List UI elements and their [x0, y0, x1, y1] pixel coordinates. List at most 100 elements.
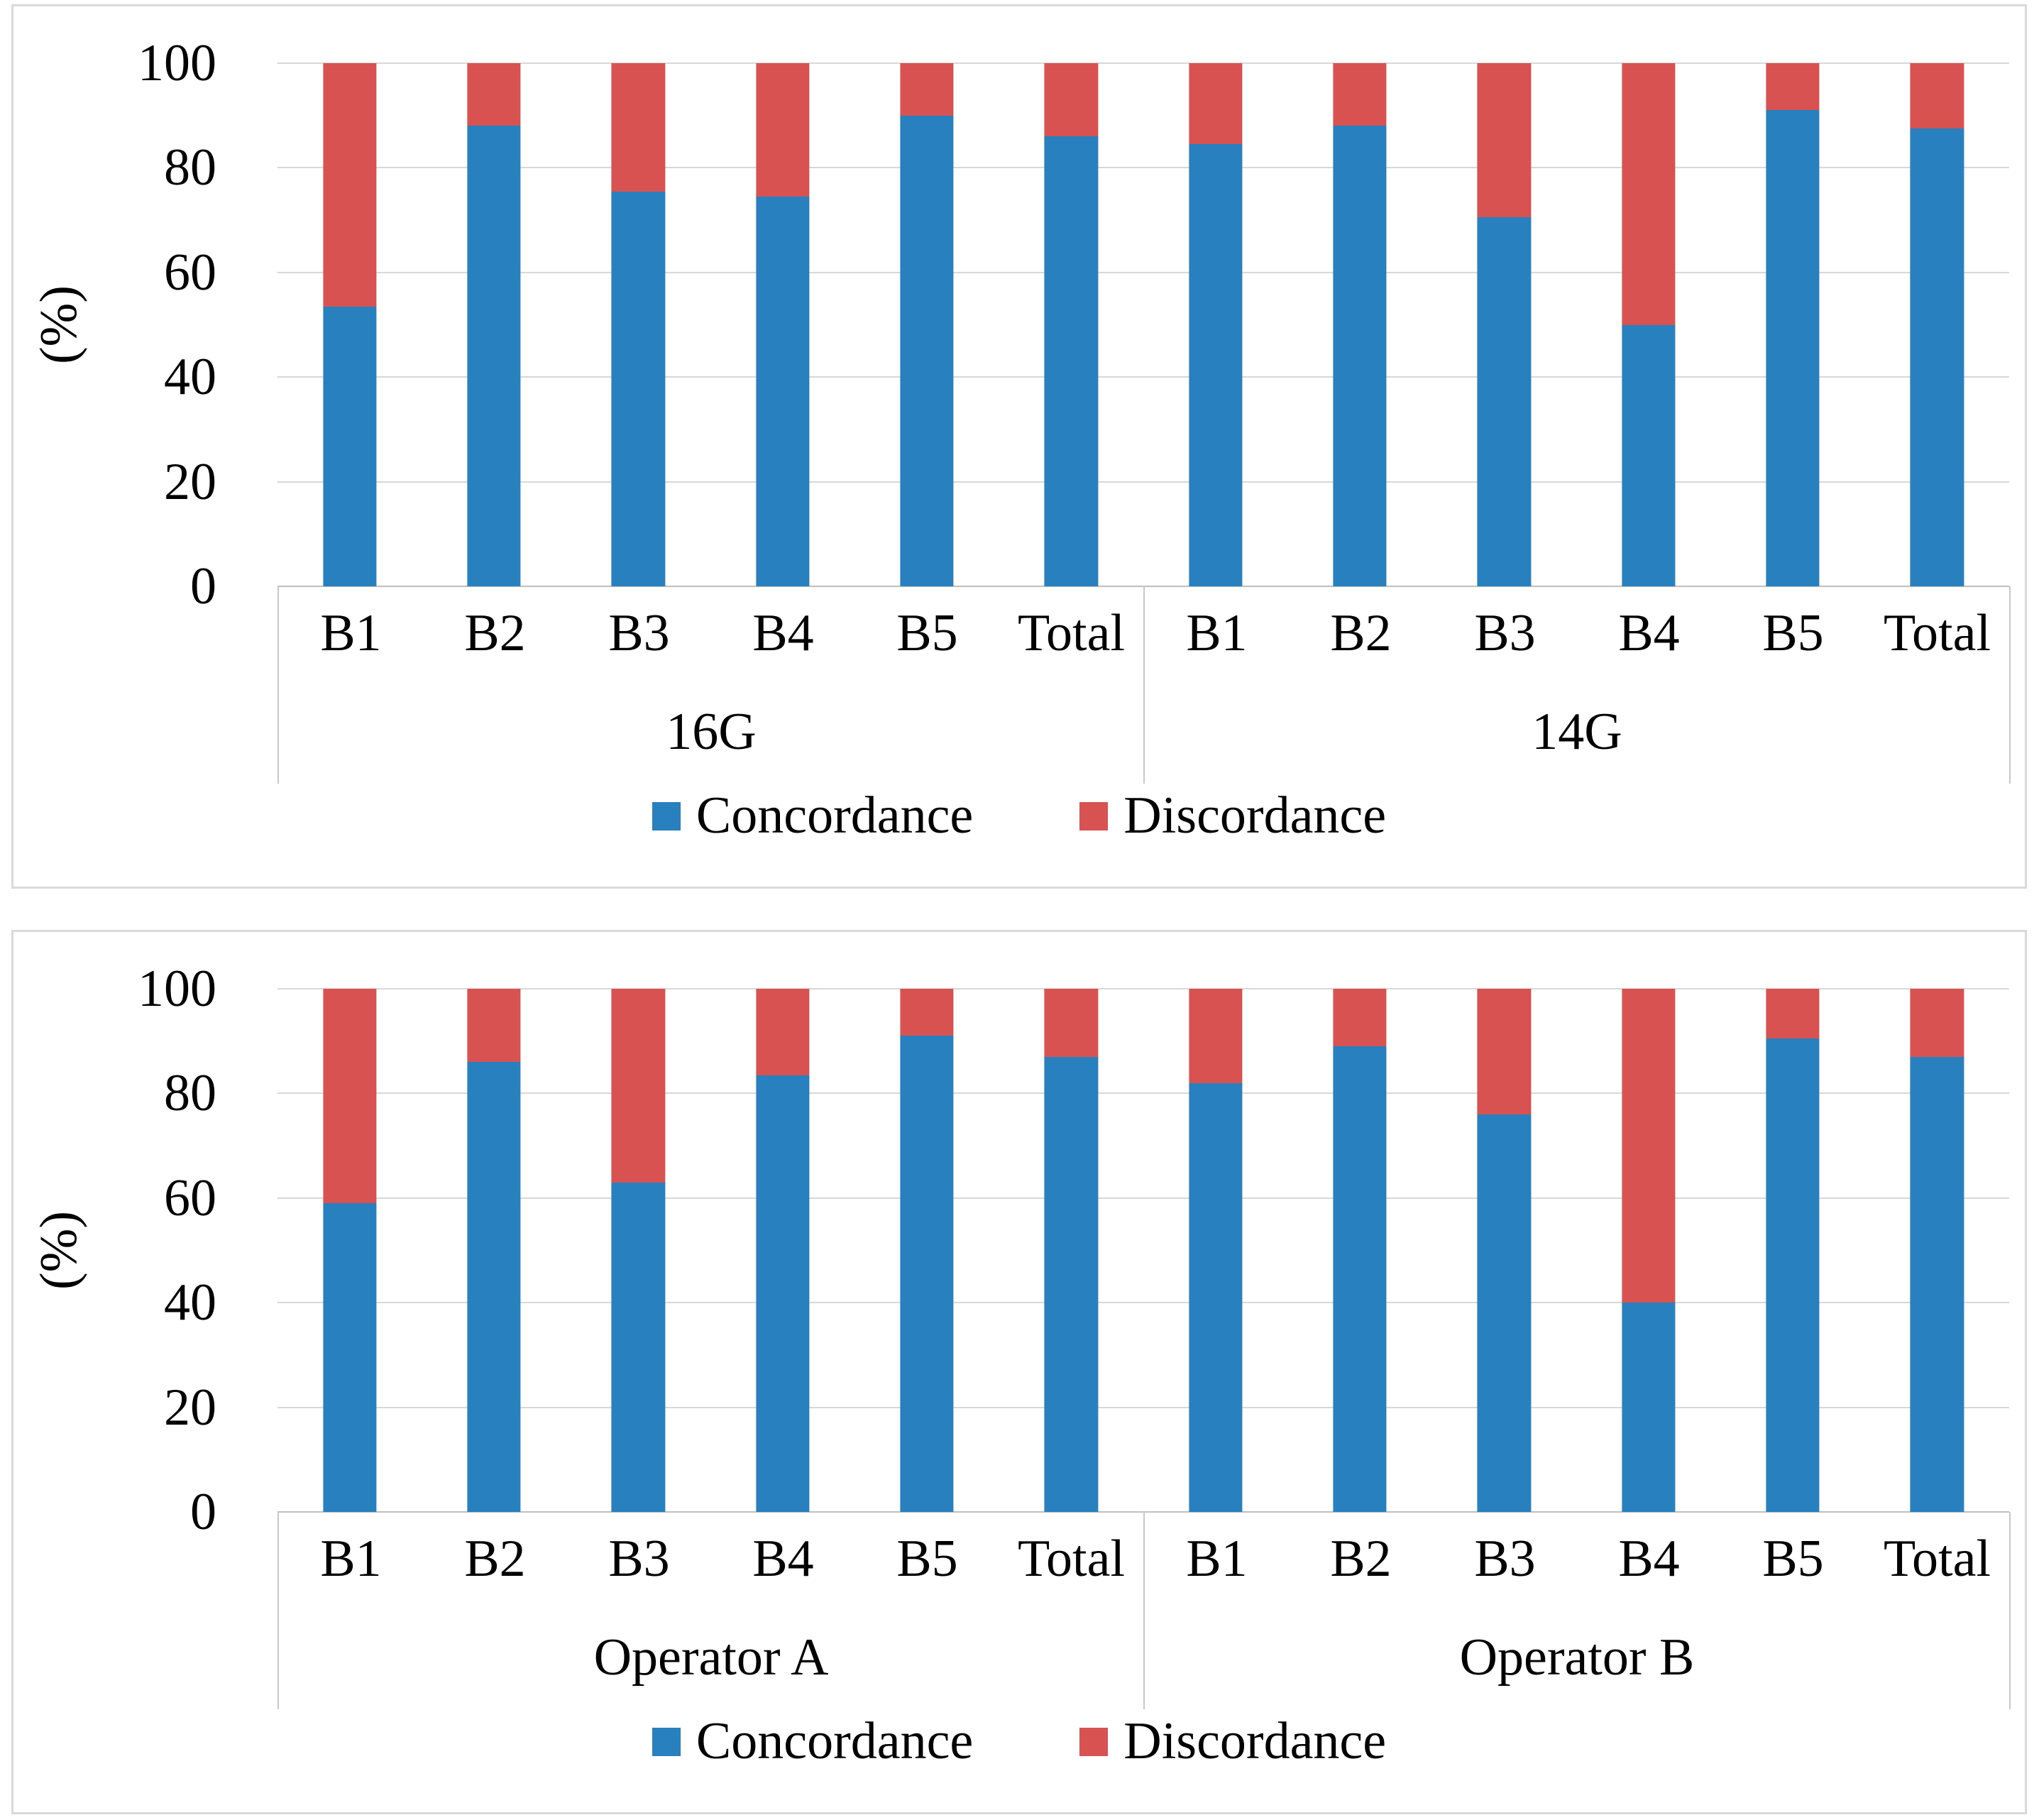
stacked-bar — [467, 989, 521, 1512]
bar-slot-b5 — [1720, 63, 1864, 586]
legend-item-concordance: Concordance — [652, 786, 973, 846]
category-label: B4 — [1618, 603, 1680, 662]
bar-slot-b4 — [710, 989, 854, 1512]
bar-segment-concordance — [1044, 136, 1098, 586]
bar-segment-discordance — [1044, 989, 1098, 1057]
stacked-bar — [1333, 989, 1387, 1512]
bar-slot-total — [1865, 989, 2009, 1512]
x-axis-area: B1 B2 B3 B4 B5 Total Operator A B1 B2 B3 B4 B5 Total… — [277, 1512, 2011, 1709]
bar-segment-discordance — [467, 63, 521, 126]
x-axis-group-16g: B1 B2 B3 B4 B5 Total 16G — [277, 586, 1143, 784]
y-tick-label: 0 — [190, 557, 216, 615]
bar-slot-b5 — [854, 63, 999, 586]
stacked-bar — [756, 63, 810, 586]
bar-segment-concordance — [1910, 1056, 1964, 1512]
bar-slot-b1 — [277, 989, 422, 1512]
y-axis-ticks: 100 80 60 40 20 0 — [104, 963, 216, 1538]
y-axis-title: (%) — [16, 989, 101, 1512]
stacked-bar — [1189, 989, 1243, 1512]
bar-segment-discordance — [1477, 989, 1531, 1114]
bar-slot-total — [1865, 63, 2009, 586]
category-label: B4 — [752, 1529, 814, 1588]
y-tick-label: 80 — [164, 1064, 216, 1123]
bar-segment-concordance — [1910, 128, 1964, 586]
category-label-row: B1 B2 B3 B4 B5 Total — [279, 586, 1143, 680]
category-label: Total — [1018, 1529, 1125, 1588]
y-tick-label: 100 — [138, 34, 216, 92]
bar-segment-discordance — [1044, 63, 1098, 137]
bar-slot-total — [999, 63, 1143, 586]
category-label: B1 — [320, 603, 382, 662]
category-label: B5 — [1762, 603, 1824, 662]
legend-label: Discordance — [1123, 786, 1387, 845]
bar-group-operator-a — [277, 989, 1143, 1512]
stacked-bar — [467, 63, 521, 586]
legend-item-discordance: Discordance — [1079, 786, 1386, 846]
category-label-row: B1 B2 B3 B4 B5 Total — [1145, 1512, 2009, 1606]
y-tick-label: 20 — [164, 452, 216, 511]
gridline — [277, 1302, 2009, 1304]
stacked-bar — [1044, 989, 1098, 1512]
bar-segment-concordance — [900, 115, 954, 586]
y-axis-title-text: (%) — [29, 285, 88, 364]
x-axis-area: B1 B2 B3 B4 B5 Total 16G B1 B2 B3 B4 B5 Total 14G — [277, 586, 2011, 784]
bar-groups — [277, 989, 2009, 1512]
gridline — [277, 1406, 2009, 1408]
y-tick-label: 40 — [164, 348, 216, 407]
bar-segment-concordance — [611, 1182, 665, 1512]
stacked-bar — [1622, 63, 1676, 586]
legend-label: Discordance — [1123, 1712, 1387, 1770]
bar-segment-concordance — [1622, 1303, 1676, 1512]
legend-swatch-concordance — [652, 1727, 681, 1756]
bar-segment-discordance — [1910, 989, 1964, 1057]
bar-group-16g — [277, 63, 1143, 586]
stacked-bar — [611, 989, 665, 1512]
bar-segment-discordance — [900, 989, 954, 1036]
category-label: B2 — [1330, 1529, 1392, 1588]
legend-swatch-discordance — [1079, 1727, 1109, 1756]
bar-segment-concordance — [1333, 126, 1387, 586]
category-label: B3 — [608, 1529, 670, 1588]
bottom-chart-panel: (%) 100 80 60 40 20 0 B1 B2 B3 B4 B5 Total Operator A… — [11, 930, 2027, 1814]
plot-area — [277, 988, 2009, 1513]
category-label-row: B1 B2 B3 B4 B5 Total — [1145, 586, 2009, 680]
bar-slot-b4 — [710, 63, 854, 586]
bar-segment-discordance — [467, 989, 521, 1063]
gridline — [277, 376, 2009, 378]
bar-slot-total — [999, 989, 1143, 1512]
bar-segment-discordance — [1766, 989, 1820, 1038]
bar-slot-b2 — [1287, 989, 1431, 1512]
y-axis-title: (%) — [16, 63, 101, 586]
group-label: 16G — [666, 702, 757, 761]
y-tick-label: 60 — [164, 243, 216, 302]
stacked-bar — [1477, 63, 1531, 586]
bar-slot-b3 — [566, 63, 710, 586]
y-tick-label: 60 — [164, 1168, 216, 1227]
category-label: B1 — [1186, 603, 1248, 662]
stacked-bar — [900, 989, 954, 1512]
x-axis-group-14g: B1 B2 B3 B4 B5 Total 14G — [1143, 586, 2009, 784]
legend-swatch-concordance — [652, 801, 681, 830]
bar-slot-b2 — [1287, 63, 1431, 586]
y-tick-label: 20 — [164, 1378, 216, 1437]
bar-slot-b1 — [277, 63, 422, 586]
bar-segment-discordance — [1910, 63, 1964, 129]
y-tick-label: 80 — [164, 138, 216, 197]
category-label: B5 — [1762, 1529, 1824, 1588]
bar-slot-b3 — [1432, 63, 1576, 586]
bar-segment-concordance — [1189, 1082, 1243, 1512]
legend-swatch-discordance — [1079, 801, 1109, 830]
gridline — [277, 1197, 2009, 1199]
gridline — [277, 62, 2009, 64]
bar-segment-discordance — [756, 989, 810, 1075]
y-tick-label: 40 — [164, 1273, 216, 1332]
stacked-bar — [1766, 989, 1820, 1512]
stacked-bar — [1622, 989, 1676, 1512]
category-label: Total — [1884, 603, 1991, 662]
stacked-bar — [1333, 63, 1387, 586]
y-tick-label: 0 — [190, 1483, 216, 1541]
category-label: B3 — [608, 603, 670, 662]
bar-slot-b2 — [422, 989, 566, 1512]
category-label: B3 — [1474, 603, 1536, 662]
